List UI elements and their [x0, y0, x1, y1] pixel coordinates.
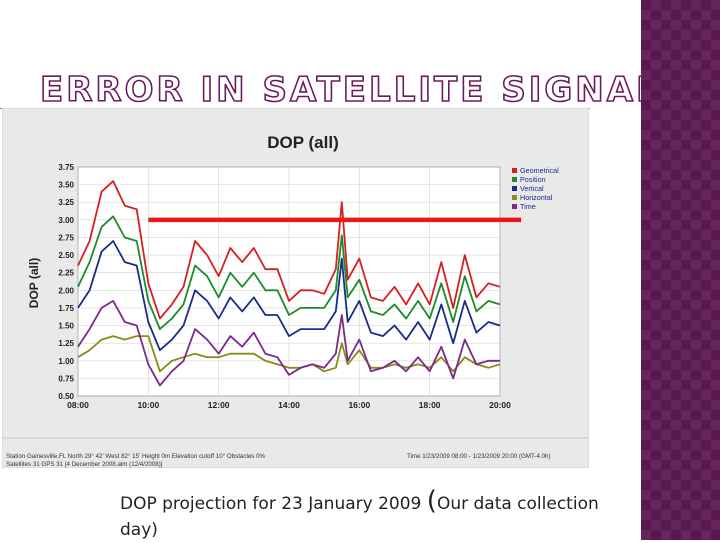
y-tick-label: 2.50	[58, 251, 74, 260]
slide-caption: DOP projection for 23 January 2009 (Our …	[120, 488, 640, 543]
footer-station-info: Station Gainesville,FL North 29° 42' Wes…	[6, 453, 266, 460]
caption-paren: (	[426, 486, 437, 516]
y-tick-label: 0.75	[58, 374, 74, 383]
x-tick-label: 16:00	[348, 400, 370, 410]
x-tick-label: 20:00	[489, 400, 511, 410]
y-tick-label: 2.00	[58, 286, 74, 295]
y-tick-label: 1.75	[58, 304, 74, 313]
legend-swatch-time	[512, 204, 517, 209]
legend-swatch-geometrical	[512, 168, 517, 173]
series-line-position	[77, 215, 501, 331]
y-tick-label: 0.50	[58, 392, 74, 401]
series-line-horizontal	[77, 335, 501, 373]
caption-main: DOP projection for 23 January 2009	[120, 494, 422, 514]
caption-rest: Our data collection day)	[120, 494, 599, 540]
legend-label-time: Time	[520, 202, 536, 211]
footer-satellite-info: Satellites 31 GPS 31 [4 December 2008.al…	[6, 461, 163, 468]
y-axis-label: DOP (all)	[27, 258, 41, 308]
legend-swatch-horizontal	[512, 195, 517, 200]
x-tick-label: 14:00	[278, 400, 300, 410]
x-tick-label: 12:00	[208, 400, 230, 410]
footer-time-range: Time 1/23/2009 08:00 - 1/23/2009 20:00 (…	[407, 453, 551, 460]
x-tick-label: 08:00	[67, 400, 89, 410]
x-axis-ticks: 08:00 10:00 12:00 14:00 16:00 18:00 20:00	[67, 400, 511, 410]
legend-swatch-vertical	[512, 186, 517, 191]
series-line-time	[77, 299, 500, 387]
x-tick-label: 18:00	[419, 400, 441, 410]
chart-title: DOP (all)	[267, 133, 338, 152]
y-tick-label: 2.75	[58, 233, 74, 242]
series-lines	[77, 180, 501, 387]
decorative-side-band	[641, 0, 720, 540]
chart-container: 3.75 3.50 3.25 3.00 2.75 2.50 2.25 2.00 1.75 1.50…	[1, 107, 590, 469]
slide-title: ERROR IN SATELLITE SIGNALS	[39, 69, 689, 111]
series-line-geometrical	[77, 180, 501, 320]
legend-label-geometrical: Geometrical	[520, 166, 559, 175]
legend-swatch-position	[512, 177, 517, 182]
legend-label-vertical: Vertical	[520, 184, 544, 193]
y-tick-label: 1.00	[58, 357, 74, 366]
y-tick-label: 3.50	[58, 181, 74, 190]
dop-chart: 3.75 3.50 3.25 3.00 2.75 2.50 2.25 2.00 1.75 1.50…	[1, 107, 590, 469]
y-axis-ticks: 3.75 3.50 3.25 3.00 2.75 2.50 2.25 2.00 1.75 1.50…	[58, 163, 74, 401]
y-tick-label: 1.50	[58, 322, 74, 331]
series-line-vertical	[77, 240, 501, 352]
y-tick-label: 3.25	[58, 198, 74, 207]
x-tick-label: 10:00	[137, 400, 159, 410]
y-tick-label: 3.75	[58, 163, 74, 172]
y-tick-label: 1.25	[58, 339, 74, 348]
legend-label-position: Position	[520, 175, 546, 184]
y-tick-label: 3.00	[58, 216, 74, 225]
y-tick-label: 2.25	[58, 269, 74, 278]
legend: GeometricalPositionVerticalHorizontalTim…	[512, 166, 559, 211]
legend-label-horizontal: Horizontal	[520, 193, 553, 202]
